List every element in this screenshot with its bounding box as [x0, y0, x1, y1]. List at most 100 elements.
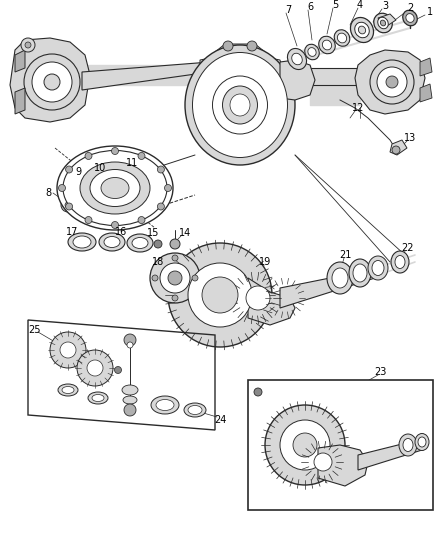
Circle shape	[168, 243, 272, 347]
Polygon shape	[82, 62, 209, 90]
Ellipse shape	[80, 162, 150, 214]
Ellipse shape	[291, 53, 302, 65]
Ellipse shape	[192, 52, 287, 157]
Circle shape	[50, 332, 86, 368]
Circle shape	[279, 420, 329, 470]
Circle shape	[191, 275, 198, 281]
Text: 19: 19	[258, 257, 271, 267]
Ellipse shape	[68, 233, 96, 251]
Circle shape	[65, 203, 72, 210]
Ellipse shape	[304, 44, 318, 60]
Ellipse shape	[373, 13, 392, 33]
Ellipse shape	[184, 45, 294, 165]
Circle shape	[157, 166, 164, 173]
Ellipse shape	[371, 261, 383, 276]
Text: 1: 1	[426, 7, 432, 17]
Ellipse shape	[390, 251, 408, 273]
Bar	[247, 380, 432, 510]
Ellipse shape	[321, 40, 331, 50]
Polygon shape	[309, 68, 374, 85]
Ellipse shape	[73, 236, 91, 248]
Ellipse shape	[331, 268, 347, 288]
Polygon shape	[357, 440, 421, 470]
Circle shape	[25, 42, 31, 48]
Circle shape	[245, 286, 269, 310]
Polygon shape	[317, 445, 367, 486]
Text: 15: 15	[146, 228, 159, 238]
Ellipse shape	[379, 20, 385, 26]
Ellipse shape	[132, 238, 148, 248]
Ellipse shape	[367, 256, 387, 280]
Text: 22: 22	[401, 243, 413, 253]
Ellipse shape	[155, 400, 173, 410]
Polygon shape	[377, 14, 395, 28]
Circle shape	[168, 271, 182, 285]
Circle shape	[152, 275, 158, 281]
Circle shape	[159, 263, 190, 293]
Text: 5: 5	[331, 0, 337, 10]
Circle shape	[77, 350, 113, 386]
Polygon shape	[419, 84, 431, 102]
Circle shape	[124, 334, 136, 346]
Ellipse shape	[92, 394, 104, 401]
Ellipse shape	[326, 262, 352, 294]
Circle shape	[21, 38, 35, 52]
Circle shape	[87, 360, 103, 376]
Circle shape	[111, 148, 118, 155]
Polygon shape	[419, 58, 431, 76]
Ellipse shape	[90, 169, 140, 206]
Circle shape	[58, 184, 65, 191]
Ellipse shape	[62, 386, 74, 393]
Text: 23: 23	[373, 367, 385, 377]
Circle shape	[254, 388, 261, 396]
Polygon shape	[354, 50, 424, 114]
Circle shape	[247, 41, 256, 51]
Ellipse shape	[307, 47, 315, 56]
Polygon shape	[15, 50, 25, 72]
Text: 2: 2	[406, 3, 412, 13]
Circle shape	[164, 184, 171, 191]
Circle shape	[111, 222, 118, 229]
Text: 8: 8	[45, 188, 51, 198]
Ellipse shape	[402, 10, 416, 26]
Text: 24: 24	[213, 415, 226, 425]
Circle shape	[172, 255, 177, 261]
Polygon shape	[247, 278, 294, 325]
Circle shape	[138, 216, 145, 223]
Circle shape	[292, 433, 316, 457]
Ellipse shape	[333, 30, 349, 46]
Polygon shape	[215, 44, 265, 52]
Ellipse shape	[348, 259, 370, 287]
Polygon shape	[15, 88, 25, 114]
Ellipse shape	[357, 26, 365, 34]
Ellipse shape	[350, 18, 373, 43]
Ellipse shape	[414, 433, 428, 450]
Circle shape	[32, 62, 72, 102]
Polygon shape	[200, 52, 284, 78]
Ellipse shape	[205, 68, 274, 142]
Polygon shape	[389, 140, 406, 155]
Ellipse shape	[377, 17, 387, 29]
Circle shape	[124, 404, 136, 416]
Ellipse shape	[184, 403, 205, 417]
Text: 25: 25	[28, 325, 41, 335]
Ellipse shape	[222, 86, 257, 124]
Ellipse shape	[398, 434, 416, 456]
Polygon shape	[279, 270, 374, 308]
Ellipse shape	[287, 49, 306, 69]
Text: 11: 11	[126, 158, 138, 168]
Ellipse shape	[187, 406, 201, 415]
Circle shape	[138, 152, 145, 159]
Ellipse shape	[417, 437, 425, 447]
Circle shape	[157, 203, 164, 210]
Ellipse shape	[230, 94, 249, 116]
Text: 3: 3	[381, 1, 387, 11]
Circle shape	[172, 295, 177, 301]
Ellipse shape	[57, 146, 173, 230]
Ellipse shape	[352, 264, 366, 282]
Circle shape	[369, 60, 413, 104]
Text: 13: 13	[403, 133, 415, 143]
Text: 14: 14	[178, 228, 191, 238]
Text: 6: 6	[306, 2, 312, 12]
Circle shape	[154, 240, 162, 248]
